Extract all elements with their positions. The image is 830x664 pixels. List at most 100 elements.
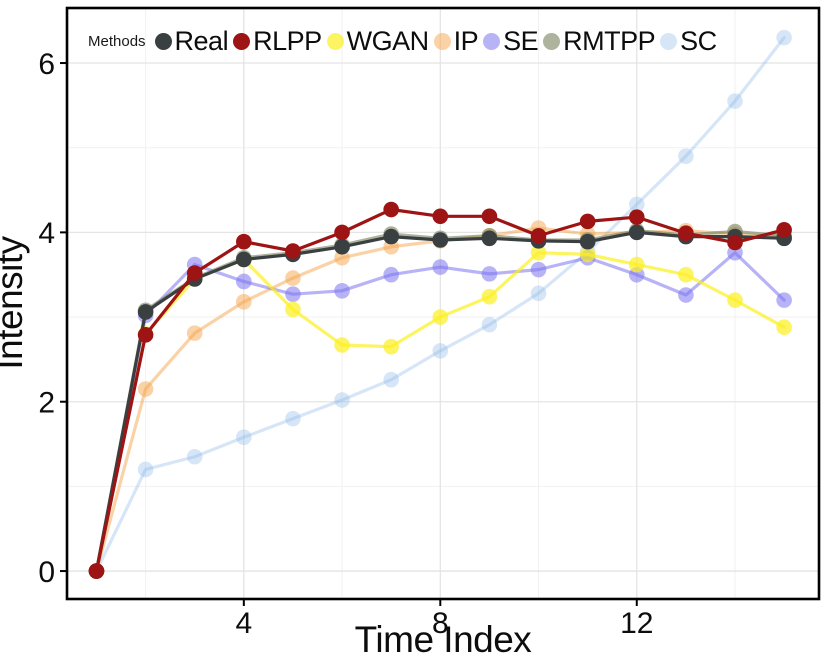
legend-label: RLPP (253, 26, 322, 56)
data-point (432, 309, 449, 325)
legend-label: Real (174, 26, 229, 56)
data-point (137, 304, 154, 320)
data-point (530, 227, 547, 244)
data-point (481, 266, 498, 282)
legend-label: SC (680, 26, 717, 56)
data-point (628, 209, 645, 225)
data-point (432, 259, 449, 275)
data-point (432, 232, 449, 248)
data-point (334, 282, 350, 299)
data-point (481, 288, 498, 305)
legend-dot-icon (433, 33, 451, 50)
y-tick-label: 4 (38, 217, 55, 250)
data-point (678, 266, 694, 283)
data-point (137, 327, 154, 343)
data-point (236, 233, 252, 250)
data-point (579, 246, 596, 263)
legend-dot-icon (483, 33, 501, 50)
data-point (383, 201, 399, 218)
data-point (383, 371, 399, 388)
legend-item-wgan: WGAN (326, 26, 430, 57)
data-point (88, 563, 105, 579)
legend-item-rmtpp: RMTPP (543, 26, 656, 57)
data-point (579, 233, 596, 250)
x-tick-label: 4 (235, 607, 252, 640)
legend-item-se: SE (483, 26, 539, 57)
legend-title: Methods (88, 33, 146, 50)
data-point (236, 429, 252, 446)
axis-ticks (60, 62, 638, 606)
data-point (628, 196, 645, 213)
data-point (236, 294, 252, 310)
legend-label: SE (503, 26, 539, 56)
legend-dot-icon (154, 33, 172, 50)
data-point (481, 230, 498, 247)
y-tick-label: 2 (38, 387, 55, 420)
axis-tick-labels: 0 2 4 6 4 8 12 (38, 48, 653, 640)
data-point (432, 343, 449, 359)
data-point (678, 225, 694, 242)
x-tick-label: 8 (432, 607, 449, 640)
y-axis-title: Intensity (0, 235, 30, 369)
data-point (285, 243, 301, 259)
data-point (481, 208, 498, 225)
data-point (776, 292, 792, 308)
data-point (334, 238, 350, 255)
legend-item-rlpp: RLPP (233, 26, 322, 57)
data-point (776, 222, 792, 238)
y-tick-label: 6 (38, 48, 55, 81)
legend-label: IP (453, 26, 479, 56)
chart-legend: Methods Real RLPP WGAN IP SE RMTPP SC (88, 26, 722, 57)
data-point (186, 448, 203, 465)
data-point (727, 93, 743, 109)
data-point (727, 292, 743, 308)
data-point (334, 224, 350, 241)
data-point (383, 338, 399, 355)
data-point (530, 285, 547, 302)
data-point (481, 316, 498, 333)
legend-item-ip: IP (433, 26, 479, 57)
legend-dot-icon (326, 33, 344, 50)
legend-label: WGAN (346, 26, 430, 56)
x-tick-label: 12 (620, 607, 653, 640)
data-point (530, 261, 547, 278)
data-point (776, 319, 792, 336)
legend-dot-icon (660, 33, 678, 50)
data-point (678, 148, 694, 164)
data-point (236, 273, 252, 290)
x-axis-title: Time Index (355, 619, 533, 660)
data-point (285, 286, 301, 302)
legend-item-real: Real (154, 26, 229, 57)
series-sc (88, 29, 792, 579)
data-point (579, 213, 596, 230)
legend-label: RMTPP (563, 26, 656, 56)
legend-dot-icon (543, 33, 561, 50)
data-point (727, 234, 743, 251)
data-point (285, 410, 301, 427)
gridlines (67, 8, 819, 599)
data-point (530, 244, 547, 261)
data-point (776, 29, 792, 46)
plot-border (65, 6, 821, 601)
data-point (334, 249, 350, 266)
legend-item-sc: SC (660, 26, 717, 57)
data-point (236, 251, 252, 268)
y-tick-label: 0 (38, 556, 55, 589)
data-point (186, 325, 203, 341)
data-point (137, 381, 154, 397)
series-line (94, 36, 786, 573)
data-point (628, 224, 645, 241)
series-rlpp (88, 201, 792, 579)
data-point (383, 228, 399, 245)
data-point (383, 266, 399, 283)
data-point (334, 337, 350, 353)
data-point (285, 270, 301, 286)
data-point (285, 301, 301, 318)
data-point (137, 461, 154, 478)
data-point (432, 208, 449, 225)
legend-items: Real RLPP WGAN IP SE RMTPP SC (154, 26, 722, 57)
data-point (628, 256, 645, 273)
data-point (186, 265, 203, 281)
